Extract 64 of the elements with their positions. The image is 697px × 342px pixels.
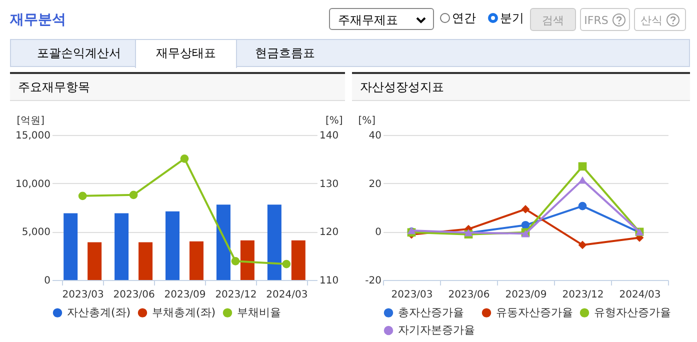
point (578, 240, 587, 250)
bar (267, 204, 282, 280)
point (180, 154, 189, 163)
x-tick-label: 2023/12 (562, 290, 604, 300)
bar (114, 213, 129, 280)
bar (64, 213, 78, 280)
point (578, 202, 587, 210)
x-tick-label: 2023/03 (391, 290, 433, 300)
y-tick-label: 40 (368, 130, 382, 142)
y-tick-label: 20 (368, 178, 382, 190)
x-tick-label: 2023/12 (215, 290, 257, 300)
text: 분기 (499, 10, 524, 27)
dropdown: 주재무제표 (329, 8, 434, 30)
bar (189, 241, 204, 280)
text: 포괄손익계산서 (36, 45, 122, 62)
point (578, 176, 587, 184)
bar (166, 211, 180, 280)
bar (291, 240, 306, 280)
bar (88, 242, 102, 280)
y-axis-title: [%] (358, 116, 376, 126)
bar (216, 204, 230, 280)
y-tick-label: 0 (375, 227, 382, 238)
legend-label: 유형자산증가율 (594, 306, 671, 319)
x-tick-label: 2023/09 (505, 290, 547, 300)
legend-label: 자산총계(좌) (67, 306, 131, 319)
point (231, 256, 240, 266)
button: IFRS (580, 8, 630, 31)
point (282, 260, 291, 268)
y-tick-label: 15,000 (16, 130, 50, 142)
x-tick-label: 2023/03 (62, 290, 104, 300)
point (78, 192, 87, 200)
text: 연간 (451, 10, 476, 27)
y-tick-label: -20 (365, 276, 382, 286)
y-axis-title: [억원] (16, 116, 45, 126)
y-tick-label: 5,000 (22, 227, 50, 238)
legend-label: 유동자산증가율 (496, 306, 573, 319)
y2-tick-label: 110 (320, 276, 339, 286)
y2-tick-label: 120 (320, 227, 339, 238)
x-tick-label: 2024/03 (266, 290, 308, 300)
x-tick-label: 2023/09 (164, 290, 206, 300)
bar (240, 240, 254, 280)
bar (138, 242, 153, 280)
x-tick-label: 2023/06 (113, 290, 155, 300)
y2-axis-title: [%] (326, 116, 343, 126)
button: 검색 (530, 8, 576, 31)
legend-label: 총자산증가율 (398, 306, 464, 319)
y-tick-label: 10,000 (16, 178, 50, 190)
point (129, 190, 138, 200)
y2-tick-label: 130 (320, 178, 339, 190)
x-tick-label: 2023/06 (448, 290, 490, 300)
text: 재무분석 (10, 11, 66, 29)
x-tick-label: 2024/03 (619, 290, 661, 300)
point (578, 162, 587, 171)
point (521, 205, 530, 214)
legend-label: 자기자본증가율 (398, 324, 475, 336)
chart-title: 주요재무항목 (10, 74, 345, 101)
chart-title: 자산성장성지표 (352, 74, 690, 101)
legend-label: 부채비율 (237, 306, 281, 319)
button: 산식 (634, 8, 686, 31)
y-tick-label: 0 (44, 276, 50, 286)
text: 재무상태표 (135, 40, 237, 68)
y2-tick-label: 140 (320, 130, 339, 142)
text: 현금흐름표 (254, 45, 316, 62)
legend-label: 부채총계(좌) (152, 306, 216, 319)
